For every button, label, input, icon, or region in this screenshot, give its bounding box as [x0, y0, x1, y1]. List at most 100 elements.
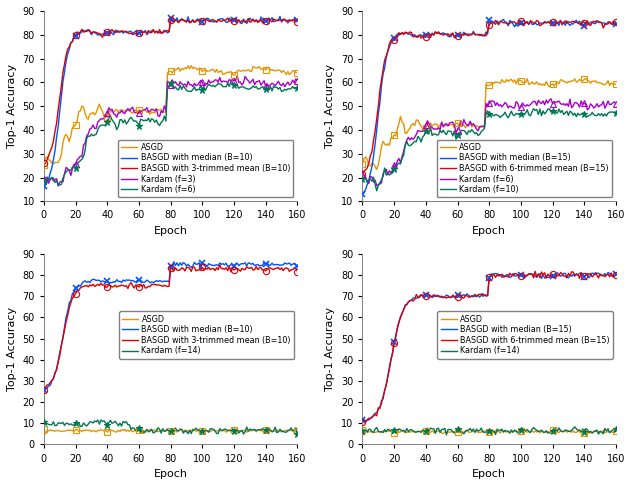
- Line: ASGD: ASGD: [44, 66, 298, 165]
- BASGD with median (B=15): [601, 20, 609, 26]
- Kardam (f=14): [294, 431, 301, 437]
- Kardam (f=14): [40, 419, 48, 425]
- Kardam (f=6): [135, 122, 143, 128]
- BASGD with 6-trimmed mean (B=15): [358, 419, 366, 425]
- Kardam (f=3): [40, 176, 48, 182]
- ASGD: [585, 78, 593, 84]
- Kardam (f=14): [603, 428, 611, 434]
- BASGD with median (B=15): [428, 30, 436, 36]
- Legend: ASGD, BASGD with median (B=10), BASGD with 3-trimmed mean (B=10), Kardam (f=3), : ASGD, BASGD with median (B=10), BASGD wi…: [118, 139, 293, 197]
- BASGD with 6-trimmed mean (B=15): [601, 21, 609, 27]
- BASGD with median (B=10): [276, 14, 284, 19]
- Kardam (f=6): [444, 123, 452, 129]
- Line: Kardam (f=10): Kardam (f=10): [362, 109, 616, 191]
- BASGD with 3-trimmed mean (B=10): [267, 18, 275, 24]
- Line: BASGD with 6-trimmed mean (B=15): BASGD with 6-trimmed mean (B=15): [362, 20, 616, 174]
- BASGD with median (B=10): [110, 278, 118, 284]
- BASGD with 6-trimmed mean (B=15): [584, 18, 591, 24]
- Line: ASGD: ASGD: [44, 429, 298, 434]
- Kardam (f=6): [111, 122, 119, 127]
- BASGD with median (B=10): [134, 278, 141, 283]
- BASGD with median (B=10): [282, 261, 290, 267]
- ASGD: [444, 429, 452, 435]
- BASGD with 6-trimmed mean (B=15): [571, 19, 579, 25]
- Kardam (f=10): [454, 132, 461, 138]
- ASGD: [454, 429, 461, 435]
- BASGD with median (B=15): [571, 18, 579, 24]
- Kardam (f=14): [97, 417, 105, 423]
- ASGD: [252, 65, 260, 71]
- BASGD with median (B=15): [430, 293, 438, 299]
- Legend: ASGD, BASGD with median (B=15), BASGD with 6-trimmed mean (B=15), Kardam (f=6), : ASGD, BASGD with median (B=15), BASGD wi…: [436, 139, 612, 197]
- BASGD with median (B=10): [124, 30, 132, 36]
- BASGD with median (B=15): [443, 32, 451, 37]
- Kardam (f=3): [135, 110, 143, 116]
- Y-axis label: Top-1 Accuracy: Top-1 Accuracy: [7, 307, 17, 391]
- BASGD with median (B=15): [612, 21, 620, 27]
- ASGD: [252, 429, 260, 434]
- ASGD: [111, 429, 119, 435]
- Line: BASGD with median (B=15): BASGD with median (B=15): [362, 273, 616, 422]
- Kardam (f=6): [254, 86, 262, 92]
- Kardam (f=6): [294, 85, 301, 90]
- Kardam (f=14): [125, 422, 133, 428]
- Kardam (f=6): [603, 103, 611, 108]
- BASGD with median (B=10): [124, 278, 132, 283]
- ASGD: [40, 426, 48, 432]
- BASGD with 3-trimmed mean (B=10): [284, 17, 292, 23]
- Kardam (f=3): [54, 183, 62, 189]
- BASGD with median (B=15): [452, 33, 460, 38]
- BASGD with median (B=15): [612, 271, 620, 277]
- BASGD with 3-trimmed mean (B=10): [254, 19, 262, 25]
- Kardam (f=3): [294, 78, 301, 84]
- ASGD: [612, 428, 620, 434]
- ASGD: [135, 427, 143, 433]
- BASGD with 3-trimmed mean (B=10): [294, 19, 301, 25]
- Line: BASGD with 3-trimmed mean (B=10): BASGD with 3-trimmed mean (B=10): [44, 265, 298, 389]
- Kardam (f=14): [443, 432, 451, 438]
- BASGD with 3-trimmed mean (B=10): [125, 31, 133, 36]
- BASGD with median (B=10): [40, 387, 48, 393]
- Kardam (f=6): [573, 100, 580, 105]
- Kardam (f=6): [430, 126, 438, 132]
- BASGD with 6-trimmed mean (B=15): [443, 295, 451, 301]
- Kardam (f=6): [454, 127, 461, 133]
- BASGD with median (B=15): [358, 191, 366, 197]
- BASGD with median (B=10): [294, 17, 301, 23]
- ASGD: [358, 161, 366, 167]
- BASGD with 6-trimmed mean (B=15): [428, 31, 436, 36]
- ASGD: [612, 82, 620, 87]
- ASGD: [373, 167, 381, 173]
- ASGD: [124, 106, 132, 112]
- Line: BASGD with median (B=10): BASGD with median (B=10): [44, 17, 298, 186]
- ASGD: [582, 75, 589, 81]
- Kardam (f=14): [135, 426, 143, 432]
- ASGD: [40, 162, 48, 168]
- Kardam (f=14): [428, 426, 436, 432]
- Kardam (f=10): [530, 106, 538, 112]
- BASGD with median (B=10): [282, 18, 290, 24]
- ASGD: [358, 427, 366, 433]
- BASGD with median (B=10): [252, 262, 260, 268]
- ASGD: [430, 122, 438, 128]
- Kardam (f=14): [454, 426, 461, 432]
- ASGD: [184, 63, 192, 69]
- BASGD with 3-trimmed mean (B=10): [216, 262, 223, 268]
- Kardam (f=14): [444, 427, 452, 433]
- BASGD with 6-trimmed mean (B=15): [358, 172, 366, 177]
- BASGD with 6-trimmed mean (B=15): [428, 294, 436, 299]
- X-axis label: Epoch: Epoch: [154, 226, 188, 236]
- ASGD: [360, 432, 368, 438]
- BASGD with 3-trimmed mean (B=10): [168, 15, 176, 20]
- BASGD with 6-trimmed mean (B=15): [452, 295, 460, 300]
- BASGD with median (B=15): [454, 292, 461, 297]
- BASGD with 6-trimmed mean (B=15): [584, 271, 591, 277]
- Kardam (f=10): [585, 112, 593, 118]
- X-axis label: Epoch: Epoch: [472, 469, 506, 479]
- BASGD with median (B=15): [584, 20, 591, 26]
- Kardam (f=10): [573, 114, 580, 120]
- Line: BASGD with median (B=10): BASGD with median (B=10): [44, 262, 298, 390]
- BASGD with median (B=15): [601, 271, 609, 277]
- ASGD: [584, 429, 591, 434]
- Line: Kardam (f=14): Kardam (f=14): [44, 420, 298, 434]
